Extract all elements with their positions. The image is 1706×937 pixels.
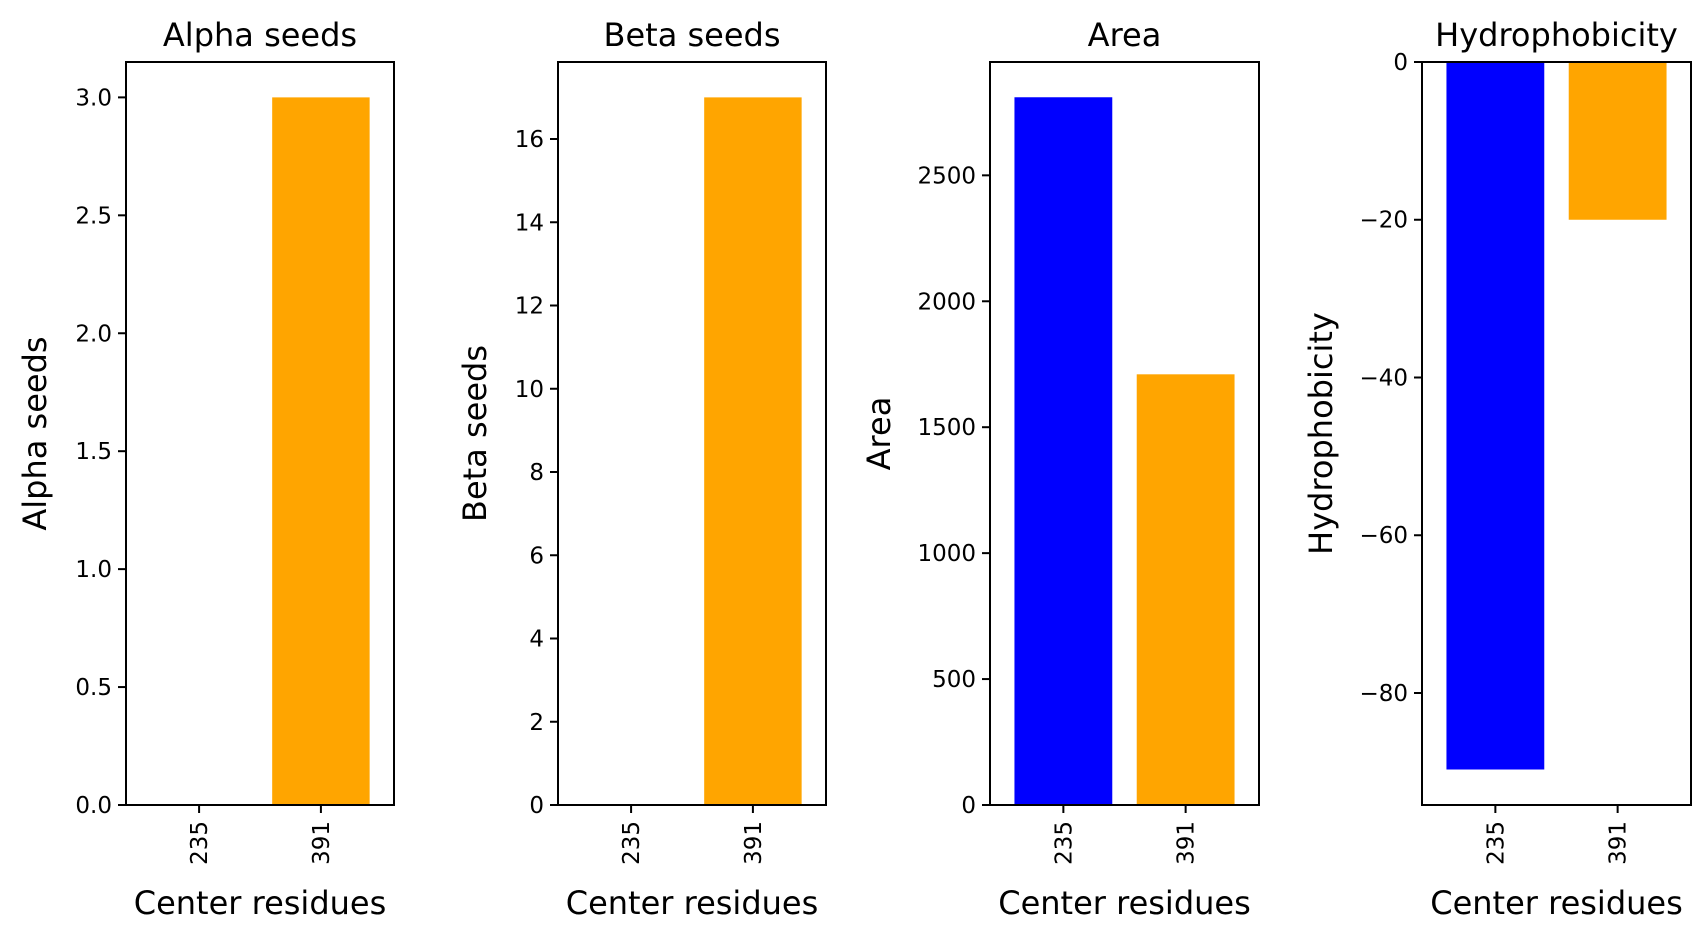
plot-frame [125, 61, 395, 806]
y-tick-label: 2 [529, 710, 544, 736]
y-tick-label: 1.5 [75, 439, 112, 465]
y-tick-label: 4 [529, 627, 544, 653]
y-tick-label: 6 [529, 543, 544, 569]
chart-title: Beta seeds [604, 16, 781, 54]
chart-panel-1: 0.0 0.5 1.0 1.5 2.0 2.5 3.0 235 391 Alpha seeds Ce… [16, 16, 395, 922]
x-axis-label: Center residues [566, 884, 819, 922]
x-tick-label: 391 [741, 821, 767, 865]
y-axis-label: Beta seeds [456, 345, 494, 522]
x-axis-label: Center residues [134, 884, 387, 922]
plot-frame [989, 61, 1260, 806]
chart-panel-3: 0 500 1000 1500 2000 2500 235 391 Area Center res… [860, 16, 1260, 922]
bar-391 [272, 97, 370, 805]
x-tick-label: 391 [1606, 821, 1632, 865]
y-tick-label: 2500 [917, 163, 976, 189]
bar-391 [1136, 374, 1235, 805]
y-tick-label: 1000 [917, 541, 976, 567]
y-tick-label: 2.5 [75, 203, 112, 229]
bar-391 [1568, 62, 1667, 220]
x-tick-label: 391 [1174, 821, 1200, 865]
x-tick-label: 235 [1051, 821, 1077, 865]
y-tick-label: 1.0 [75, 557, 112, 583]
y-tick-label: 0 [1393, 50, 1408, 76]
y-tick-label: −20 [1359, 208, 1408, 234]
x-tick-label: 391 [309, 821, 335, 865]
y-tick-label: 2.0 [75, 321, 112, 347]
plot-frame [557, 61, 827, 806]
y-tick-label: −60 [1359, 523, 1408, 549]
x-axis-label: Center residues [998, 884, 1251, 922]
chart-title: Hydrophobicity [1435, 16, 1678, 54]
bar-235 [1446, 62, 1545, 770]
y-tick-label: 14 [515, 210, 544, 236]
y-tick-label: 500 [932, 667, 976, 693]
y-tick-label: 0.5 [75, 675, 112, 701]
y-tick-label: 0 [529, 793, 544, 819]
x-tick-label: 235 [1483, 821, 1509, 865]
chart-title: Area [1088, 16, 1162, 54]
plot-frame [1421, 61, 1692, 806]
y-tick-label: 10 [515, 377, 544, 403]
y-tick-label: 8 [529, 460, 544, 486]
y-tick-label: 0.0 [75, 793, 112, 819]
chart-title: Alpha seeds [163, 16, 357, 54]
y-tick-label: 1500 [917, 415, 976, 441]
x-tick-label: 235 [187, 821, 213, 865]
chart-panel-4: 0 −20 −40 −60 −80 235 391 Hydrophobicity Center … [1302, 16, 1692, 922]
y-axis-label: Hydrophobicity [1302, 312, 1340, 555]
y-tick-label: −80 [1359, 681, 1408, 707]
y-axis-label: Area [860, 397, 898, 471]
bar-391 [704, 97, 802, 805]
x-tick-label: 235 [619, 821, 645, 865]
chart-panel-2: 0 2 4 6 8 10 12 14 16 235 391 Beta seeds Center resi… [456, 16, 827, 922]
y-tick-label: 2000 [917, 289, 976, 315]
x-axis-label: Center residues [1430, 884, 1683, 922]
bar-235 [1014, 97, 1113, 806]
y-tick-label: 16 [515, 127, 544, 153]
y-tick-label: 0 [961, 793, 976, 819]
y-tick-label: 3.0 [75, 85, 112, 111]
y-tick-label: 12 [515, 294, 544, 320]
y-axis-label: Alpha seeds [16, 336, 54, 530]
y-tick-label: −40 [1359, 365, 1408, 391]
